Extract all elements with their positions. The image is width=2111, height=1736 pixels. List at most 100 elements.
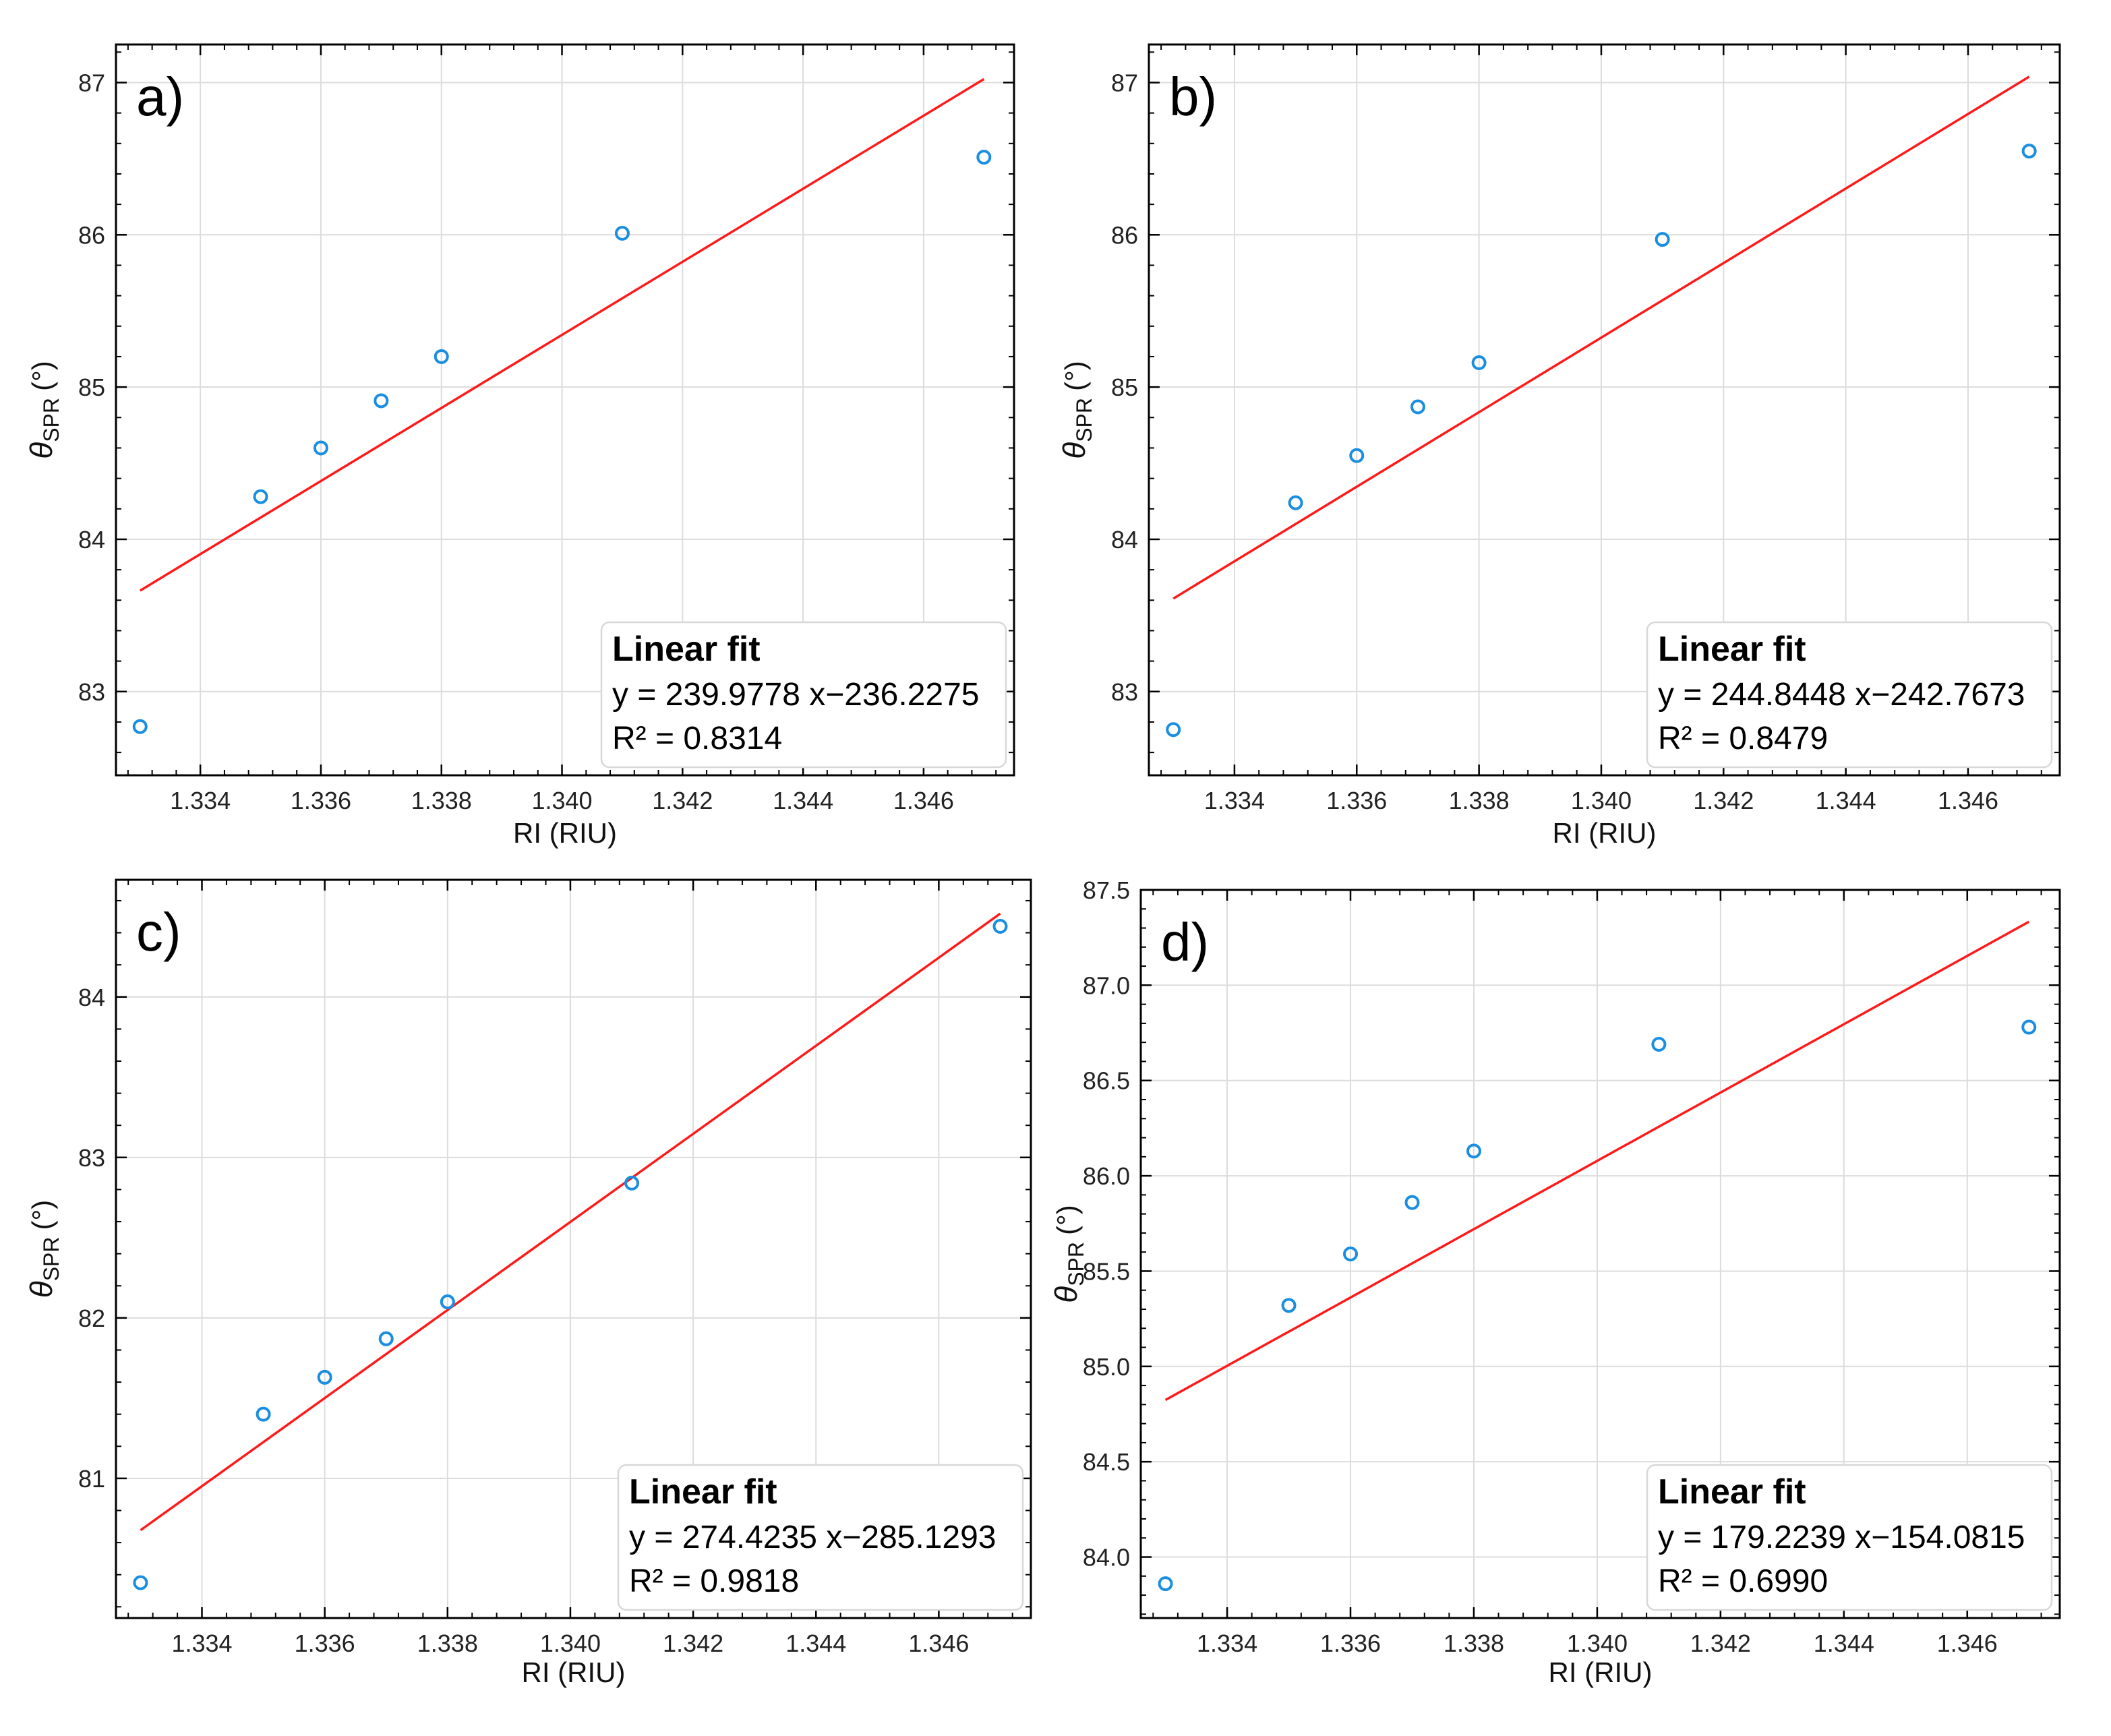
x-tick-label: 1.346 [1938, 787, 1998, 814]
legend-r2: R² = 0.8314 [612, 721, 782, 756]
data-point [614, 226, 630, 241]
legend-title: Linear fit [1658, 630, 1806, 669]
x-tick-label: 1.336 [1320, 1629, 1381, 1657]
data-point [132, 719, 148, 734]
data-point [378, 1331, 394, 1346]
x-tick-label: 1.336 [295, 1629, 355, 1657]
x-tick-label: 1.346 [893, 787, 954, 814]
y-axis-symbol: θ [24, 442, 59, 459]
data-point [1404, 1195, 1420, 1210]
chart-panel-a: 1.334 1.336 1.338 1.340 1.342 1.344 1.346 83 84 8… [24, 43, 1015, 849]
data-point [133, 1575, 148, 1590]
x-tick-label: 1.346 [908, 1629, 969, 1657]
y-axis-label: θSPR (°) [1048, 1205, 1088, 1303]
y-tick-label: 84.0 [1083, 1544, 1130, 1572]
x-axis-label: RI (RIU) [1553, 817, 1657, 849]
legend-title: Linear fit [612, 630, 761, 669]
x-tick-label: 1.342 [652, 787, 713, 814]
data-point [440, 1294, 455, 1310]
legend-equation: y = 179.2239 x−154.0815 [1658, 1520, 2025, 1555]
y-axis-unit: (°) [1059, 361, 1091, 391]
y-axis-subscript: SPR [39, 1237, 63, 1282]
x-tick-label: 1.344 [785, 1629, 846, 1657]
y-axis-label: θSPR (°) [1057, 361, 1096, 459]
data-point [1288, 495, 1303, 510]
data-point [1166, 722, 1181, 738]
data-point [2021, 1019, 2037, 1035]
x-tick-label: 1.338 [1449, 787, 1510, 814]
y-tick-label: 87 [1111, 69, 1138, 96]
x-tick-label: 1.340 [1567, 1629, 1628, 1657]
y-tick-label: 82 [78, 1305, 105, 1332]
y-tick-label: 84 [78, 526, 105, 553]
data-point [374, 393, 389, 409]
legend-box [600, 621, 1007, 769]
x-tick-label: 1.338 [417, 1629, 478, 1657]
chart-panel-b: 1.334 1.336 1.338 1.340 1.342 1.344 1.346 83 84 8… [1057, 43, 2061, 849]
y-tick-label: 85.0 [1083, 1353, 1130, 1381]
y-tick-label: 85 [78, 373, 105, 401]
legend-equation: y = 239.9778 x−236.2275 [612, 677, 979, 713]
x-tick-label: 1.346 [1937, 1629, 1998, 1657]
y-tick-label: 83 [78, 678, 105, 706]
y-axis-symbol: θ [1048, 1286, 1083, 1303]
legend-equation: y = 244.8448 x−242.7673 [1658, 677, 2025, 713]
data-point [1349, 448, 1365, 463]
chart-panel-d: 1.334 1.336 1.338 1.340 1.342 1.344 1.346 84.0 8… [1048, 876, 2061, 1688]
y-axis-symbol: θ [1057, 442, 1092, 459]
data-point [1343, 1247, 1359, 1261]
y-tick-label: 84 [78, 984, 105, 1011]
x-tick-label: 1.340 [1571, 787, 1632, 814]
data-point [317, 1369, 332, 1385]
y-axis-label: θSPR (°) [24, 1200, 63, 1298]
x-tick-label: 1.342 [663, 1629, 723, 1657]
data-point [2021, 144, 2037, 159]
plot-frame [1148, 43, 2061, 777]
y-tick-label: 84.5 [1083, 1448, 1130, 1476]
legend-r2: R² = 0.8479 [1658, 721, 1828, 756]
y-tick-label: 87.5 [1083, 876, 1130, 904]
legend-equation: y = 274.4235 x−285.1293 [629, 1520, 996, 1555]
legend-title: Linear fit [1658, 1472, 1806, 1511]
legend-title: Linear fit [629, 1472, 777, 1511]
x-tick-label: 1.334 [170, 787, 231, 814]
data-point [976, 150, 992, 165]
legend-r2: R² = 0.6990 [1658, 1563, 1828, 1599]
y-axis-unit: (°) [1051, 1205, 1083, 1235]
y-tick-label: 87 [78, 69, 105, 96]
y-axis-unit: (°) [26, 361, 58, 391]
x-tick-label: 1.336 [1326, 787, 1387, 814]
y-axis-subscript: SPR [39, 398, 63, 442]
legend-box [1646, 621, 2053, 769]
y-tick-label: 85.5 [1083, 1257, 1130, 1285]
y-axis-label: θSPR (°) [24, 361, 63, 459]
panel-label: a) [136, 67, 184, 127]
plot-frame [1139, 889, 2061, 1619]
x-tick-label: 1.344 [1816, 787, 1876, 814]
y-tick-label: 86.5 [1083, 1067, 1130, 1095]
data-point [992, 919, 1008, 934]
plot-frame [115, 878, 1032, 1619]
legend-box [617, 1464, 1024, 1611]
x-axis-label: RI (RIU) [522, 1656, 626, 1688]
x-tick-label: 1.334 [1204, 787, 1265, 814]
y-tick-label: 86.0 [1083, 1162, 1130, 1190]
x-tick-label: 1.344 [1814, 1629, 1874, 1657]
fit-line [140, 912, 1001, 1532]
panel-label: d) [1161, 912, 1209, 972]
plot-frame [115, 43, 1015, 777]
fit-line [1172, 76, 2030, 600]
panel-label: b) [1169, 67, 1217, 127]
y-tick-label: 86 [78, 221, 105, 249]
x-axis-label: RI (RIU) [513, 817, 617, 849]
fit-line [1164, 920, 2030, 1402]
y-tick-label: 87.0 [1083, 971, 1130, 999]
legend-box [1646, 1464, 2053, 1611]
x-tick-label: 1.338 [411, 787, 472, 814]
y-axis-unit: (°) [26, 1200, 58, 1230]
x-tick-label: 1.334 [171, 1629, 232, 1657]
fit-line [139, 78, 985, 592]
y-axis-subscript: SPR [1064, 1242, 1088, 1286]
y-axis-symbol: θ [24, 1281, 59, 1298]
